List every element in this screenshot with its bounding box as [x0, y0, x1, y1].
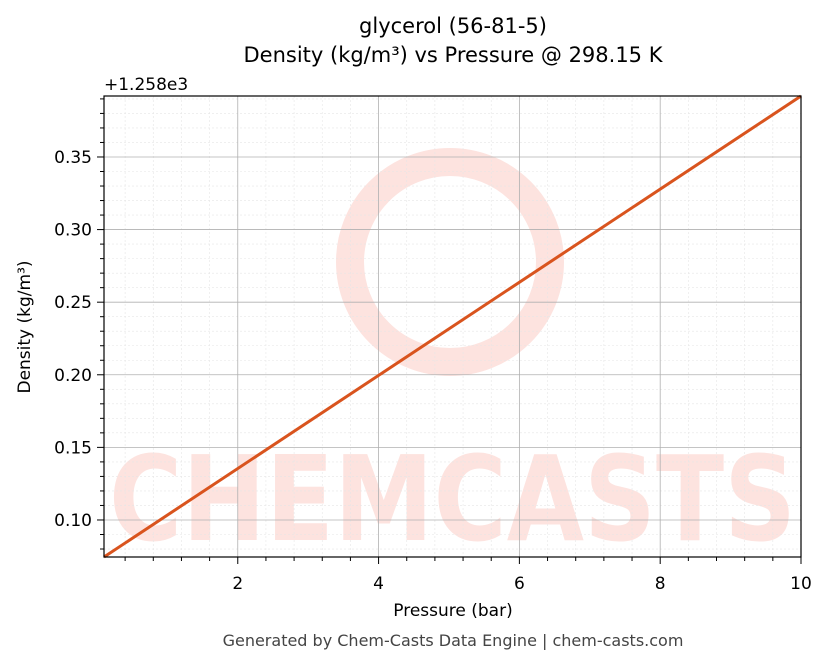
plot-frame: [103, 95, 802, 558]
x-tick-label: 2: [232, 574, 243, 594]
chart-title: glycerol (56-81-5): [359, 14, 547, 38]
x-tick-label: 6: [514, 574, 525, 594]
y-tick-label: 0.20: [54, 366, 92, 386]
chart-subtitle: Density (kg/m³) vs Pressure @ 298.15 K: [243, 43, 663, 67]
y-tick-label: 0.35: [54, 148, 92, 168]
x-tick-label: 10: [790, 574, 812, 594]
y-tick-label: 0.15: [54, 438, 92, 458]
x-tick-label: 8: [655, 574, 666, 594]
y-tick-label: 0.25: [54, 293, 92, 313]
watermark: CHEMCASTS: [109, 430, 796, 568]
x-tick-label: 4: [373, 574, 384, 594]
y-offset-label: +1.258e3: [104, 75, 188, 95]
watermark-ring: [336, 148, 564, 376]
y-tick-label: 0.10: [54, 511, 92, 531]
x-axis-label: Pressure (bar): [393, 601, 512, 621]
data-line: [103, 94, 802, 559]
y-tick-label: 0.30: [54, 221, 92, 241]
y-axis-label: Density (kg/m³): [15, 260, 35, 393]
footer: Generated by Chem-Casts Data Engine | ch…: [223, 631, 684, 650]
